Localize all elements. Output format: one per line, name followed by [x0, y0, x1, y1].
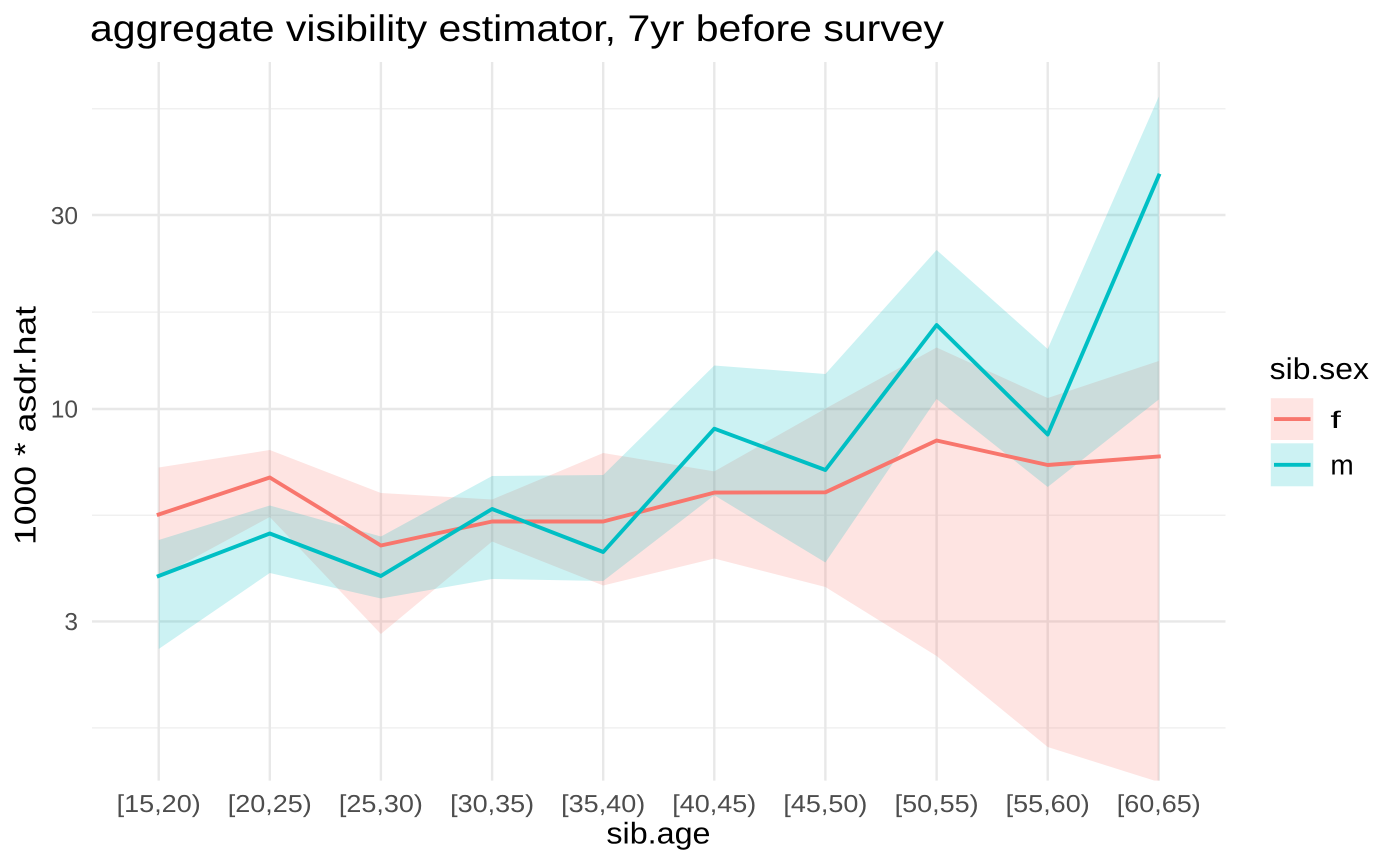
svg-text:[15,20): [15,20): [117, 791, 201, 818]
svg-text:3: 3: [64, 609, 78, 636]
svg-text:[55,60): [55,60): [1006, 791, 1090, 818]
svg-text:1000 * asdr.hat: 1000 * asdr.hat: [10, 305, 43, 545]
svg-text:[45,50): [45,50): [783, 791, 867, 818]
svg-text:f: f: [1330, 407, 1341, 434]
svg-text:[25,30): [25,30): [339, 791, 423, 818]
svg-text:10: 10: [51, 397, 78, 424]
svg-text:[30,35): [30,35): [450, 791, 534, 818]
svg-text:sib.sex: sib.sex: [1270, 353, 1369, 386]
svg-text:[20,25): [20,25): [228, 791, 312, 818]
svg-text:[60,65): [60,65): [1117, 791, 1201, 818]
svg-text:aggregate visibility estimator: aggregate visibility estimator, 7yr befo…: [90, 8, 945, 49]
svg-text:[40,45): [40,45): [672, 791, 756, 818]
svg-text:[50,55): [50,55): [895, 791, 979, 818]
svg-text:30: 30: [51, 203, 78, 230]
svg-text:sib.age: sib.age: [606, 818, 710, 851]
svg-text:[35,40): [35,40): [561, 791, 645, 818]
svg-text:m: m: [1330, 450, 1353, 481]
